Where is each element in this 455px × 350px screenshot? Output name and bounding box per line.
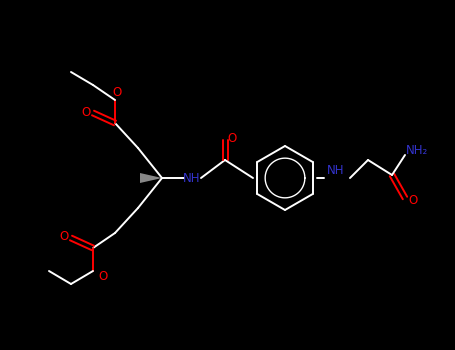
Text: O: O <box>409 195 418 208</box>
Polygon shape <box>140 173 162 183</box>
Text: O: O <box>98 270 108 282</box>
Text: NH: NH <box>327 163 345 176</box>
Text: NH: NH <box>183 172 201 184</box>
Text: O: O <box>228 132 237 145</box>
Text: NH₂: NH₂ <box>406 144 428 156</box>
Text: O: O <box>112 85 121 98</box>
Text: O: O <box>81 106 91 119</box>
Text: O: O <box>59 230 69 243</box>
